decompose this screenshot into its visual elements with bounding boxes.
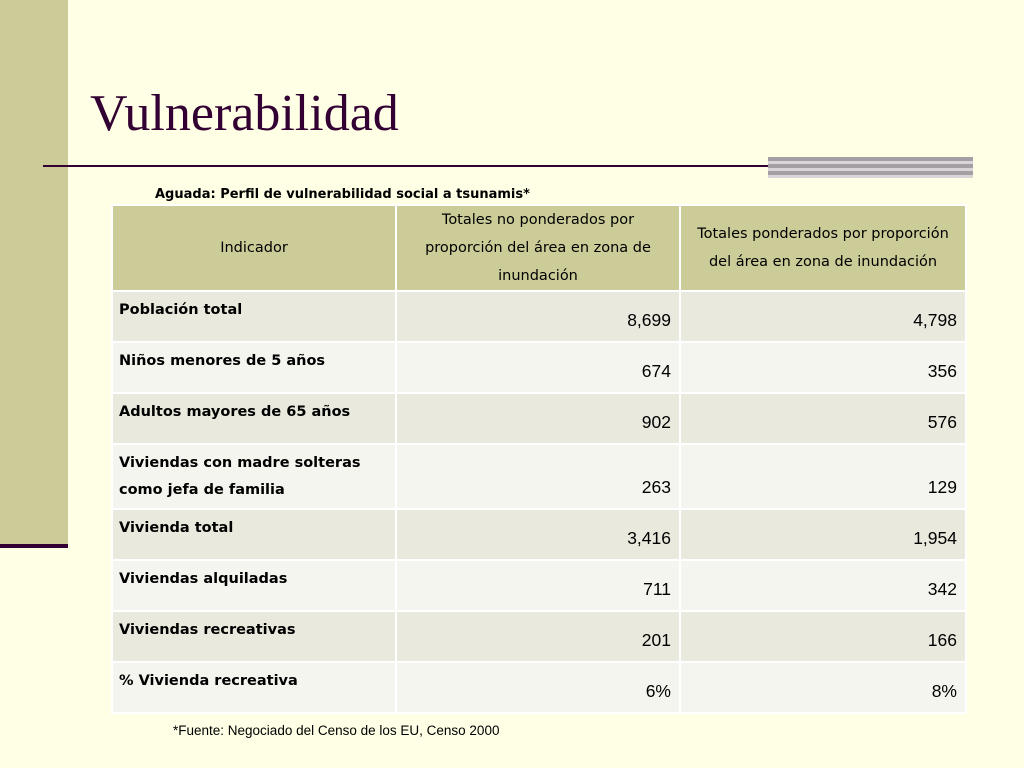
table-row: Viviendas alquiladas 711 342 — [111, 559, 967, 612]
header-indicator: Indicador — [111, 204, 397, 292]
unweighted-value: 674 — [395, 341, 681, 394]
row-label: Viviendas alquiladas — [111, 559, 397, 612]
row-label: Viviendas con madre solteras como jefa d… — [111, 443, 397, 510]
weighted-value: 166 — [679, 610, 967, 663]
table-header-row: Indicador Totales no ponderados por prop… — [111, 204, 967, 292]
weighted-value: 356 — [679, 341, 967, 394]
table-row: % Vivienda recreativa 6% 8% — [111, 661, 967, 714]
header-unweighted: Totales no ponderados por proporción del… — [395, 204, 681, 292]
table-row: Población total 8,699 4,798 — [111, 290, 967, 343]
weighted-value: 1,954 — [679, 508, 967, 561]
row-label: Población total — [111, 290, 397, 343]
accent-stripe-bar — [768, 157, 973, 178]
table-row: Viviendas con madre solteras como jefa d… — [111, 443, 967, 510]
row-label: Niños menores de 5 años — [111, 341, 397, 394]
table-caption: Aguada: Perfil de vulnerabilidad social … — [155, 187, 530, 202]
weighted-value: 342 — [679, 559, 967, 612]
row-label: % Vivienda recreativa — [111, 661, 397, 714]
table-row: Niños menores de 5 años 674 356 — [111, 341, 967, 394]
weighted-value: 4,798 — [679, 290, 967, 343]
unweighted-value: 902 — [395, 392, 681, 445]
header-weighted: Totales ponderados por proporción del ár… — [679, 204, 967, 292]
row-label: Viviendas recreativas — [111, 610, 397, 663]
source-note: *Fuente: Negociado del Censo de los EU, … — [173, 723, 500, 738]
slide-title: Vulnerabilidad — [90, 85, 399, 142]
table-row: Adultos mayores de 65 años 902 576 — [111, 392, 967, 445]
unweighted-value: 3,416 — [395, 508, 681, 561]
left-bar-underline — [0, 544, 68, 548]
unweighted-value: 711 — [395, 559, 681, 612]
unweighted-value: 263 — [395, 443, 681, 510]
weighted-value: 8% — [679, 661, 967, 714]
table-row: Vivienda total 3,416 1,954 — [111, 508, 967, 561]
vulnerability-table: Indicador Totales no ponderados por prop… — [111, 204, 967, 714]
unweighted-value: 201 — [395, 610, 681, 663]
unweighted-value: 8,699 — [395, 290, 681, 343]
weighted-value: 129 — [679, 443, 967, 510]
row-label: Adultos mayores de 65 años — [111, 392, 397, 445]
weighted-value: 576 — [679, 392, 967, 445]
left-decorative-bar — [0, 0, 68, 546]
unweighted-value: 6% — [395, 661, 681, 714]
table-row: Viviendas recreativas 201 166 — [111, 610, 967, 663]
row-label: Vivienda total — [111, 508, 397, 561]
title-divider — [43, 165, 973, 167]
